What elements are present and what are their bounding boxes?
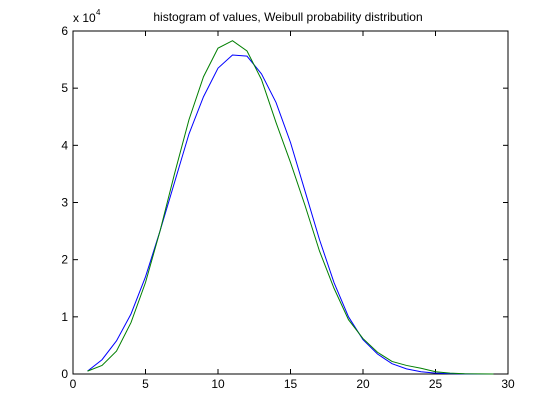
series-line-2 [87,40,494,375]
series-layer [87,40,494,375]
series-line-1 [87,54,494,375]
y-tick-label: 2 [61,253,68,267]
y-tick-label: 0 [61,367,68,381]
y-tick-label: 6 [61,24,68,38]
x-tick-label: 10 [211,377,225,391]
plot-area-frame [72,30,509,375]
x-tick-label: 15 [284,377,298,391]
y-tick-label: 1 [61,310,68,324]
x-tick-label: 0 [70,377,77,391]
y-exponent-base: x 10 [73,11,96,25]
chart-title: histogram of values, Weibull probability… [153,10,422,24]
y-exponent-label: x 10 4 [73,8,101,25]
y-tick-label: 5 [61,81,68,95]
y-tick-label: 4 [61,138,68,152]
x-tick-label: 5 [142,377,149,391]
x-tick-label: 20 [356,377,370,391]
x-tick-label: 30 [501,377,515,391]
y-tick-label: 3 [61,196,68,210]
y-exponent-power: 4 [96,8,101,17]
x-tick-label: 25 [429,377,443,391]
axis-ticks: 0 5 10 15 20 25 30 0 1 2 3 4 5 6 [61,24,515,391]
